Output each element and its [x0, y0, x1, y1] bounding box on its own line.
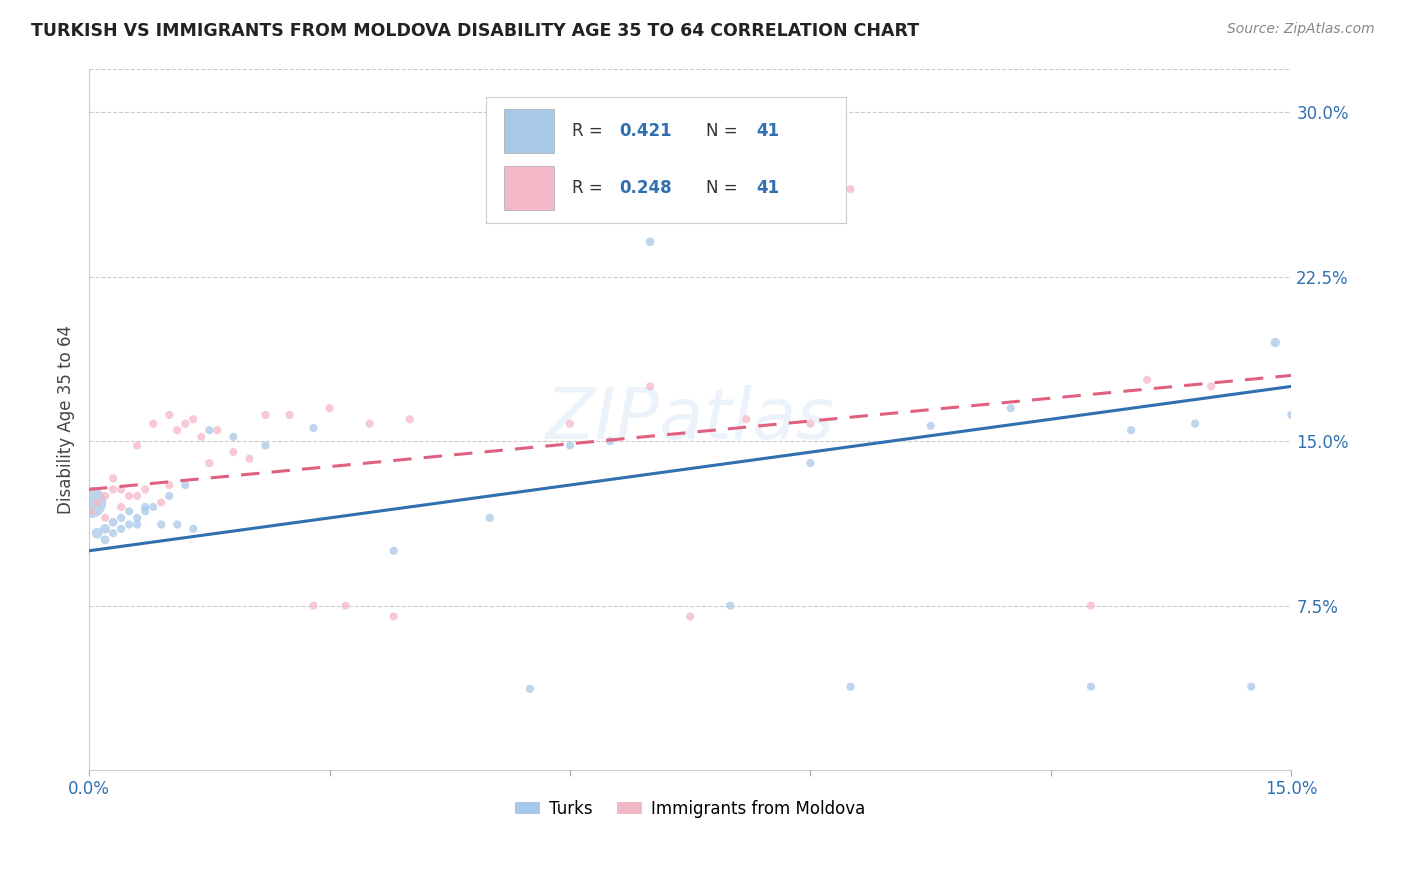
- Point: [278, 408, 301, 422]
- Point: [150, 517, 173, 532]
- Point: [318, 401, 340, 416]
- Text: TURKISH VS IMMIGRANTS FROM MOLDOVA DISABILITY AGE 35 TO 64 CORRELATION CHART: TURKISH VS IMMIGRANTS FROM MOLDOVA DISAB…: [31, 22, 920, 40]
- Text: ZIPatlas: ZIPatlas: [546, 384, 835, 454]
- Point: [110, 522, 132, 536]
- Point: [118, 489, 141, 503]
- Point: [519, 681, 541, 696]
- Point: [254, 439, 277, 453]
- Point: [1264, 335, 1286, 350]
- Point: [198, 456, 221, 470]
- Point: [86, 495, 108, 509]
- Point: [79, 495, 101, 509]
- Point: [127, 517, 149, 532]
- Point: [166, 517, 188, 532]
- Point: [127, 439, 149, 453]
- Point: [222, 445, 245, 459]
- Point: [302, 599, 325, 613]
- Point: [94, 533, 117, 547]
- Point: [1136, 373, 1159, 387]
- Point: [302, 421, 325, 435]
- Point: [638, 379, 661, 393]
- Point: [94, 511, 117, 525]
- Point: [86, 526, 108, 541]
- Point: [839, 182, 862, 196]
- Point: [150, 495, 173, 509]
- Point: [142, 417, 165, 431]
- Point: [79, 504, 101, 518]
- Point: [157, 478, 180, 492]
- Point: [134, 500, 156, 514]
- Point: [118, 504, 141, 518]
- Point: [382, 609, 405, 624]
- Point: [599, 434, 621, 449]
- Point: [101, 516, 124, 530]
- Point: [238, 451, 260, 466]
- Point: [398, 412, 420, 426]
- Point: [110, 500, 132, 514]
- Point: [735, 412, 758, 426]
- Point: [1199, 379, 1222, 393]
- Point: [134, 504, 156, 518]
- Point: [110, 483, 132, 497]
- Point: [254, 408, 277, 422]
- Point: [558, 439, 581, 453]
- Y-axis label: Disability Age 35 to 64: Disability Age 35 to 64: [58, 325, 75, 514]
- Point: [1279, 408, 1302, 422]
- Point: [1080, 599, 1102, 613]
- Point: [799, 456, 821, 470]
- Point: [335, 599, 357, 613]
- Point: [166, 423, 188, 437]
- Point: [207, 423, 229, 437]
- Point: [174, 478, 197, 492]
- Point: [839, 680, 862, 694]
- Legend: Turks, Immigrants from Moldova: Turks, Immigrants from Moldova: [509, 794, 872, 825]
- Point: [920, 418, 942, 433]
- Text: Source: ZipAtlas.com: Source: ZipAtlas.com: [1227, 22, 1375, 37]
- Point: [638, 235, 661, 249]
- Point: [222, 430, 245, 444]
- Point: [127, 489, 149, 503]
- Point: [101, 471, 124, 485]
- Point: [110, 511, 132, 525]
- Point: [679, 609, 702, 624]
- Point: [382, 543, 405, 558]
- Point: [198, 423, 221, 437]
- Point: [1240, 680, 1263, 694]
- Point: [142, 500, 165, 514]
- Point: [1000, 401, 1022, 416]
- Point: [190, 430, 212, 444]
- Point: [127, 511, 149, 525]
- Point: [101, 483, 124, 497]
- Point: [94, 522, 117, 536]
- Point: [94, 489, 117, 503]
- Point: [157, 408, 180, 422]
- Point: [1119, 423, 1142, 437]
- Point: [181, 522, 204, 536]
- Point: [718, 599, 741, 613]
- Point: [157, 489, 180, 503]
- Point: [118, 517, 141, 532]
- Point: [134, 483, 156, 497]
- Point: [359, 417, 381, 431]
- Point: [1184, 417, 1206, 431]
- Point: [101, 526, 124, 541]
- Point: [799, 417, 821, 431]
- Point: [558, 417, 581, 431]
- Point: [181, 412, 204, 426]
- Point: [174, 417, 197, 431]
- Point: [478, 511, 501, 525]
- Point: [1080, 680, 1102, 694]
